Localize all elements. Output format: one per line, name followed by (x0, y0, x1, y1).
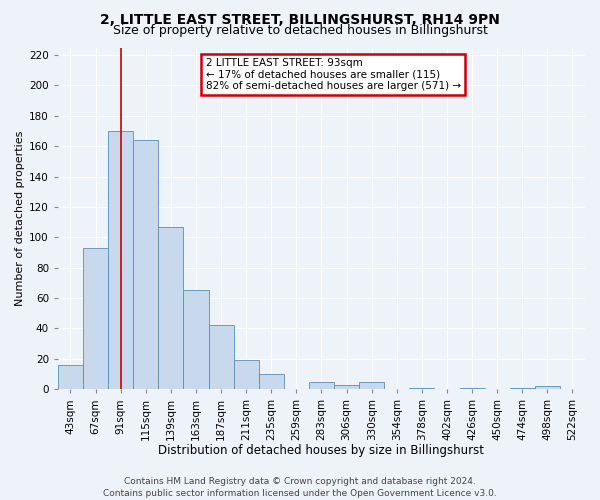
Bar (233, 360, 259, 389)
Bar (460, 388, 485, 389)
Text: 2 LITTLE EAST STREET: 93sqm
← 17% of detached houses are smaller (115)
82% of se: 2 LITTLE EAST STREET: 93sqm ← 17% of det… (206, 58, 461, 91)
Bar (133, 140, 158, 389)
Text: Size of property relative to detached houses in Billingshurst: Size of property relative to detached ho… (113, 24, 487, 37)
Text: Contains HM Land Registry data © Crown copyright and database right 2024.
Contai: Contains HM Land Registry data © Crown c… (103, 476, 497, 498)
Text: 2, LITTLE EAST STREET, BILLINGSHURST, RH14 9PN: 2, LITTLE EAST STREET, BILLINGSHURST, RH… (100, 12, 500, 26)
Bar (184, 290, 209, 389)
Bar (158, 226, 184, 389)
Bar (535, 386, 560, 389)
Bar (510, 388, 535, 389)
Bar (334, 384, 359, 389)
Bar (58, 365, 83, 389)
Bar (83, 248, 108, 389)
X-axis label: Distribution of detached houses by size in Billingshurst: Distribution of detached houses by size … (158, 444, 484, 458)
Bar (359, 382, 384, 389)
Bar (409, 388, 434, 389)
Y-axis label: Number of detached properties: Number of detached properties (15, 130, 25, 306)
Bar (209, 326, 233, 389)
Bar (108, 131, 133, 389)
Bar (309, 382, 334, 389)
Bar (259, 374, 284, 389)
